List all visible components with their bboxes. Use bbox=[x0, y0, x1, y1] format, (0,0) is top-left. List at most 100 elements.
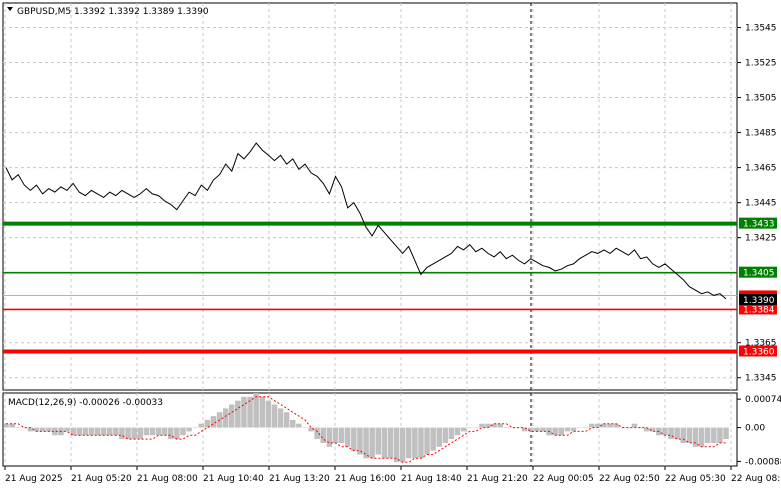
level-tag bbox=[739, 266, 777, 278]
macd-bar bbox=[247, 396, 253, 428]
macd-bar bbox=[704, 427, 711, 443]
macd-y-tick-label: 0.00074 bbox=[745, 395, 781, 405]
macd-bar bbox=[3, 423, 9, 428]
macd-bar bbox=[637, 427, 644, 429]
grid bbox=[3, 3, 737, 466]
macd-bar bbox=[485, 423, 491, 428]
macd-bar bbox=[381, 427, 388, 459]
macd-bar bbox=[418, 427, 424, 459]
macd-bar bbox=[235, 400, 241, 428]
macd-bar bbox=[662, 427, 668, 436]
macd-bar bbox=[149, 427, 156, 436]
macd-bar bbox=[692, 427, 699, 447]
macd-bar bbox=[668, 427, 674, 440]
symbol-header: GBPUSD,M5 1.3392 1.3392 1.3389 1.3390 bbox=[17, 7, 209, 17]
y-tick-label: 1.3525 bbox=[745, 59, 777, 69]
macd-bar bbox=[253, 393, 259, 428]
macd-bar bbox=[467, 427, 473, 429]
macd-bar bbox=[607, 423, 613, 428]
macd-bar bbox=[497, 423, 503, 428]
macd-bar bbox=[369, 427, 375, 459]
macd-bar bbox=[613, 423, 619, 428]
y-tick-label: 1.3545 bbox=[745, 24, 777, 34]
macd-bar bbox=[9, 423, 15, 428]
macd-bar bbox=[125, 427, 131, 440]
x-tick-label: 21 Aug 21:20 bbox=[467, 474, 528, 484]
macd-bar bbox=[509, 427, 516, 429]
macd-bar bbox=[271, 404, 278, 428]
macd-bar bbox=[576, 427, 583, 429]
macd-bar bbox=[387, 427, 394, 459]
macd-bar bbox=[88, 427, 95, 436]
macd-bar bbox=[82, 427, 89, 436]
macd-bar bbox=[277, 408, 284, 428]
macd-bar bbox=[296, 423, 302, 428]
macd-bar bbox=[363, 427, 369, 459]
macd-bar bbox=[338, 427, 345, 443]
x-tick-label: 22 Aug 05:30 bbox=[665, 474, 726, 484]
macd-bar bbox=[479, 423, 485, 428]
price-series bbox=[5, 142, 727, 300]
macd-bar bbox=[332, 427, 339, 443]
level-tag bbox=[739, 217, 777, 229]
macd-bar bbox=[412, 427, 418, 459]
x-tick-label: 22 Aug 00:05 bbox=[533, 474, 594, 484]
x-tick-label: 21 Aug 2025 bbox=[5, 474, 63, 484]
current-price-label: 1.3390 bbox=[743, 296, 775, 306]
macd-bar bbox=[601, 423, 607, 428]
macd-header: MACD(12,26,9) -0.00026 -0.00033 bbox=[8, 398, 163, 408]
y-tick-label: 1.3465 bbox=[745, 164, 777, 174]
macd-bar bbox=[265, 400, 272, 428]
macd-bar bbox=[155, 427, 162, 436]
macd-bar bbox=[107, 427, 113, 436]
macd-bar bbox=[94, 427, 101, 436]
macd-bar bbox=[436, 427, 442, 447]
level-label: 1.3360 bbox=[743, 347, 775, 357]
price-line bbox=[5, 142, 727, 300]
macd-bar bbox=[64, 427, 70, 432]
macd-bar bbox=[564, 427, 571, 432]
macd-bar bbox=[399, 427, 406, 463]
macd-bar bbox=[283, 412, 290, 428]
macd-bar bbox=[241, 396, 247, 428]
chart-menu-triangle-icon[interactable] bbox=[7, 7, 13, 11]
macd-bar bbox=[21, 427, 28, 429]
macd-bar bbox=[168, 427, 174, 440]
level-lines bbox=[3, 221, 737, 354]
macd-bar bbox=[259, 396, 265, 428]
x-tick-label: 21 Aug 16:00 bbox=[335, 474, 396, 484]
y-tick-label: 1.3345 bbox=[745, 374, 777, 384]
macd-series bbox=[3, 393, 729, 463]
macd-bar bbox=[119, 427, 125, 440]
macd-bar bbox=[375, 427, 381, 455]
macd-bar bbox=[491, 423, 497, 428]
macd-bar bbox=[70, 427, 76, 436]
macd-bar bbox=[595, 423, 601, 428]
macd-bar bbox=[210, 416, 217, 428]
macd-y-tick-label: -0.00088 bbox=[745, 457, 781, 467]
x-tick-label: 22 Aug 02:50 bbox=[599, 474, 660, 484]
macd-bar bbox=[442, 427, 449, 443]
y-tick-label: 1.3505 bbox=[745, 94, 777, 104]
macd-bar bbox=[454, 427, 461, 436]
macd-bar bbox=[52, 427, 58, 436]
macd-bar bbox=[711, 427, 717, 443]
macd-bar bbox=[528, 427, 534, 432]
macd-bar bbox=[589, 423, 595, 428]
macd-bar bbox=[186, 427, 192, 432]
main-panel bbox=[2, 2, 738, 391]
level-tag bbox=[739, 345, 777, 357]
macd-bar bbox=[137, 427, 143, 440]
macd-bar bbox=[570, 427, 577, 432]
y-tick-label: 1.3445 bbox=[745, 199, 777, 209]
macd-bar bbox=[503, 427, 510, 429]
macd-bar bbox=[290, 419, 296, 428]
macd-y-tick-label: 0.00 bbox=[745, 424, 765, 434]
level-label: 1.3384 bbox=[743, 305, 775, 315]
macd-bar bbox=[198, 423, 204, 428]
price-axis: 1.3545 1.3525 1.3505 1.3485 1.3465 1.3445 1.34… bbox=[737, 24, 781, 467]
macd-bar bbox=[723, 427, 729, 440]
macd-bar bbox=[424, 427, 430, 455]
y-tick-label: 1.3365 bbox=[745, 339, 777, 349]
